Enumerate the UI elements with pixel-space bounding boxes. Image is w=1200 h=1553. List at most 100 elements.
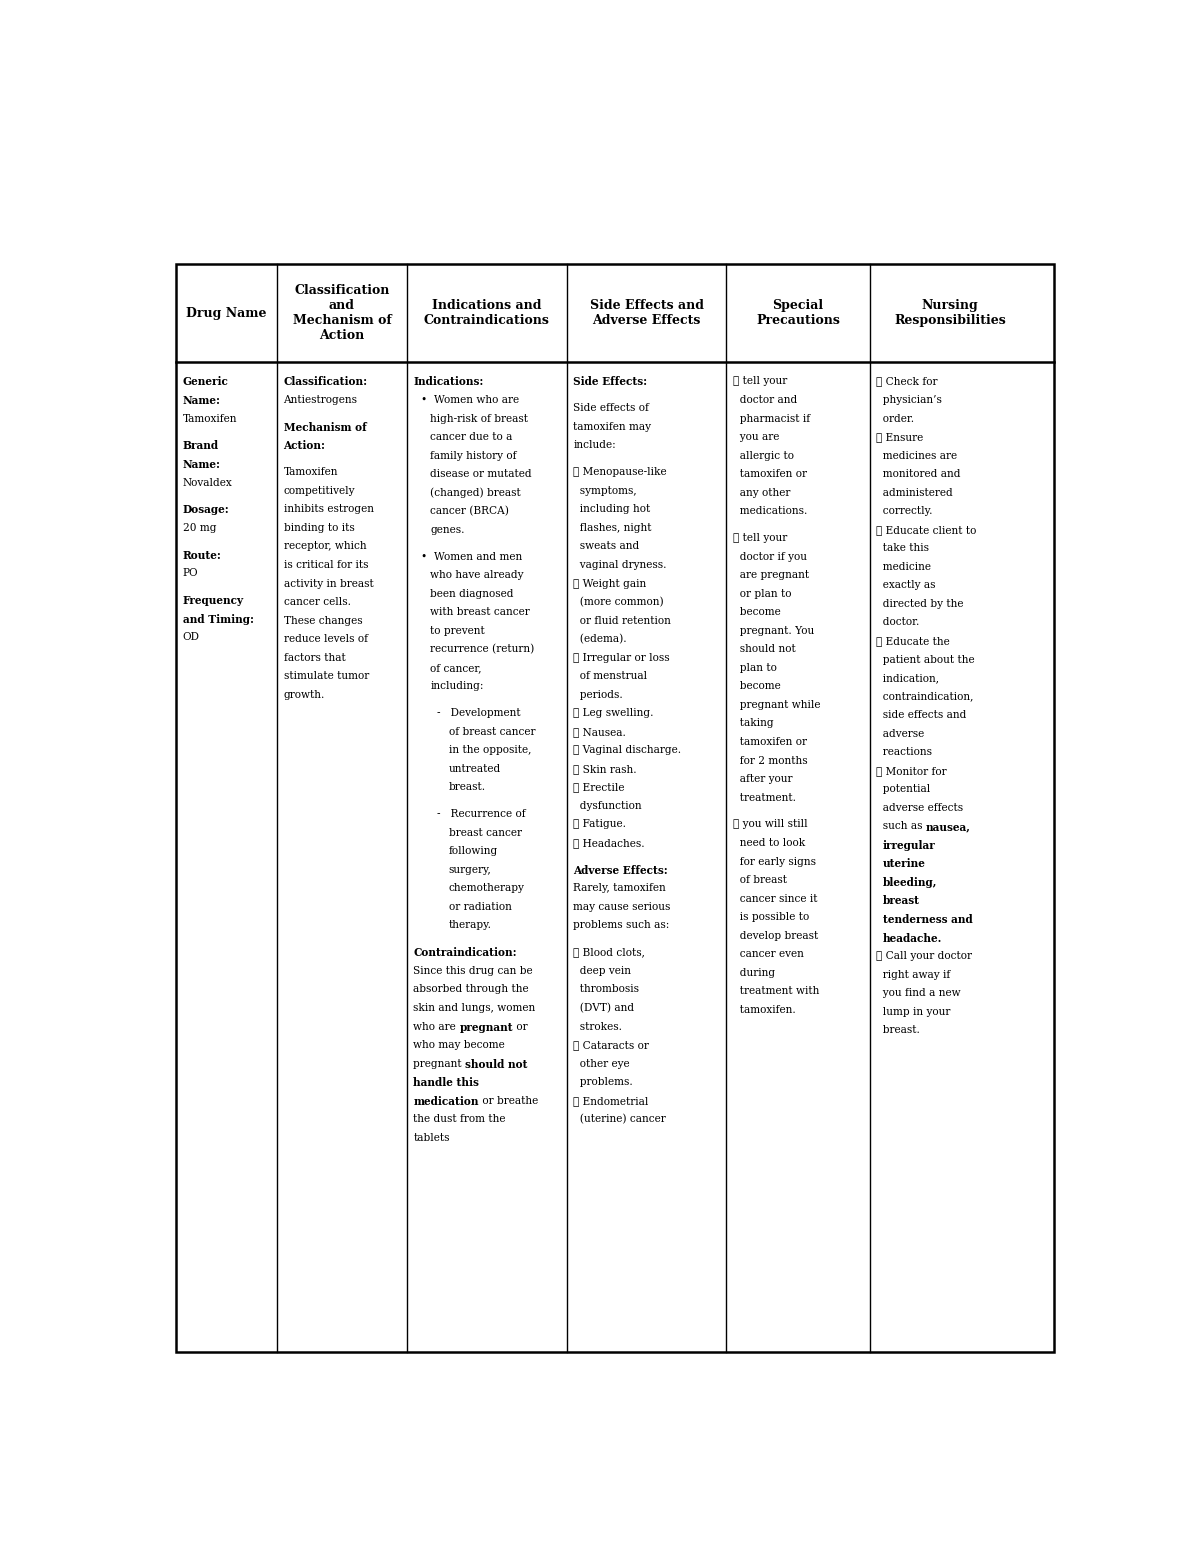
Text: pregnant. You: pregnant. You xyxy=(733,626,815,635)
Text: tenderness and: tenderness and xyxy=(883,915,973,926)
Text: taking: taking xyxy=(733,719,774,728)
Text: ✓ Menopause-like: ✓ Menopause-like xyxy=(574,467,667,477)
Text: Adverse Effects:: Adverse Effects: xyxy=(574,865,668,876)
Text: pharmacist if: pharmacist if xyxy=(733,413,810,424)
Text: breast cancer: breast cancer xyxy=(449,828,522,837)
Text: for 2 months: for 2 months xyxy=(733,756,808,766)
Text: problems such as:: problems such as: xyxy=(574,921,670,930)
Text: take this: take this xyxy=(876,544,929,553)
Text: Special
Precautions: Special Precautions xyxy=(756,300,840,328)
Text: ✓ Check for: ✓ Check for xyxy=(876,376,937,387)
Text: with breast cancer: with breast cancer xyxy=(430,607,530,617)
Text: ✓ Nausea.: ✓ Nausea. xyxy=(574,727,626,736)
Text: dysfunction: dysfunction xyxy=(574,801,642,811)
Text: breast.: breast. xyxy=(449,783,486,792)
Text: Side Effects and
Adverse Effects: Side Effects and Adverse Effects xyxy=(589,300,703,328)
Text: indication,: indication, xyxy=(876,672,940,683)
Text: potential: potential xyxy=(876,784,930,794)
Text: Drug Name: Drug Name xyxy=(186,306,266,320)
Text: of breast cancer: of breast cancer xyxy=(449,727,535,736)
Text: ✓ Fatigue.: ✓ Fatigue. xyxy=(574,820,626,829)
Text: ✓ tell your: ✓ tell your xyxy=(733,376,787,387)
Text: family history of: family history of xyxy=(430,450,517,461)
Text: in the opposite,: in the opposite, xyxy=(449,745,532,755)
Text: patient about the: patient about the xyxy=(876,654,974,665)
Text: or radiation: or radiation xyxy=(449,902,511,912)
Text: ✓ Weight gain: ✓ Weight gain xyxy=(574,579,647,589)
Text: ✓ Cataracts or: ✓ Cataracts or xyxy=(574,1041,649,1050)
Text: (edema).: (edema). xyxy=(574,634,626,644)
Text: periods.: periods. xyxy=(574,690,623,700)
Text: who are: who are xyxy=(414,1022,460,1031)
Text: of breast: of breast xyxy=(733,874,787,885)
Text: sweats and: sweats and xyxy=(574,542,640,551)
Text: nausea,: nausea, xyxy=(926,822,971,832)
Text: become: become xyxy=(733,607,781,617)
Text: who have already: who have already xyxy=(430,570,523,581)
Text: Contraindication:: Contraindication: xyxy=(414,947,517,958)
Text: Action:: Action: xyxy=(283,441,325,452)
Text: breast.: breast. xyxy=(876,1025,920,1036)
Text: therapy.: therapy. xyxy=(449,921,492,930)
Text: ✓ Educate the: ✓ Educate the xyxy=(876,637,950,646)
Text: thrombosis: thrombosis xyxy=(574,985,640,994)
Text: ✓ Irregular or loss: ✓ Irregular or loss xyxy=(574,652,670,663)
Text: Dosage:: Dosage: xyxy=(182,505,229,516)
Text: competitively: competitively xyxy=(283,486,355,495)
Text: disease or mutated: disease or mutated xyxy=(430,469,532,480)
Text: ✓ you will still: ✓ you will still xyxy=(733,820,808,829)
Text: reduce levels of: reduce levels of xyxy=(283,634,367,644)
Text: pregnant: pregnant xyxy=(414,1059,466,1068)
Text: ✓ Skin rash.: ✓ Skin rash. xyxy=(574,764,637,773)
Text: you find a new: you find a new xyxy=(876,988,961,999)
Text: receptor, which: receptor, which xyxy=(283,542,366,551)
Text: including hot: including hot xyxy=(574,505,650,514)
Text: other eye: other eye xyxy=(574,1059,630,1068)
Text: (more common): (more common) xyxy=(574,596,664,607)
Text: growth.: growth. xyxy=(283,690,325,700)
Text: Indications:: Indications: xyxy=(414,376,484,388)
Text: monitored and: monitored and xyxy=(876,469,961,480)
Text: ✓ Call your doctor: ✓ Call your doctor xyxy=(876,950,972,961)
Text: factors that: factors that xyxy=(283,652,346,663)
Text: right away if: right away if xyxy=(876,969,950,980)
Text: -   Recurrence of: - Recurrence of xyxy=(437,809,526,820)
Text: should not: should not xyxy=(466,1059,528,1070)
Text: adverse effects: adverse effects xyxy=(876,803,964,812)
Text: ✓ Leg swelling.: ✓ Leg swelling. xyxy=(574,708,654,719)
Text: binding to its: binding to its xyxy=(283,523,354,533)
Text: ✓ Headaches.: ✓ Headaches. xyxy=(574,839,644,848)
Text: headache.: headache. xyxy=(883,932,942,944)
Text: flashes, night: flashes, night xyxy=(574,523,652,533)
Text: may cause serious: may cause serious xyxy=(574,902,671,912)
Text: ✓ Endometrial: ✓ Endometrial xyxy=(574,1096,648,1106)
Text: (uterine) cancer: (uterine) cancer xyxy=(574,1114,666,1124)
Text: tamoxifen or: tamoxifen or xyxy=(733,738,808,747)
Text: ✓ Educate client to: ✓ Educate client to xyxy=(876,525,977,534)
Text: cancer since it: cancer since it xyxy=(733,893,817,904)
Text: Novaldex: Novaldex xyxy=(182,477,233,488)
Text: Brand: Brand xyxy=(182,441,218,452)
Text: PO: PO xyxy=(182,568,198,578)
Text: Route:: Route: xyxy=(182,550,222,561)
Text: Name:: Name: xyxy=(182,394,221,405)
Text: exactly as: exactly as xyxy=(876,581,936,590)
Text: tamoxifen may: tamoxifen may xyxy=(574,422,652,432)
Text: Rarely, tamoxifen: Rarely, tamoxifen xyxy=(574,884,666,893)
Text: medicines are: medicines are xyxy=(876,450,958,461)
Text: order.: order. xyxy=(876,413,914,424)
Text: or breathe: or breathe xyxy=(479,1096,538,1106)
Text: doctor and: doctor and xyxy=(733,394,797,405)
Text: need to look: need to look xyxy=(733,839,805,848)
Text: These changes: These changes xyxy=(283,615,362,626)
Text: during: during xyxy=(733,968,775,978)
Text: tamoxifen.: tamoxifen. xyxy=(733,1005,796,1014)
Text: treatment with: treatment with xyxy=(733,986,820,997)
Text: medication: medication xyxy=(414,1096,479,1107)
Text: adverse: adverse xyxy=(876,728,924,739)
Text: treatment.: treatment. xyxy=(733,792,796,803)
Text: stimulate tumor: stimulate tumor xyxy=(283,671,368,682)
Text: any other: any other xyxy=(733,488,791,497)
Text: Antiestrogens: Antiestrogens xyxy=(283,394,358,405)
Text: OD: OD xyxy=(182,632,199,643)
